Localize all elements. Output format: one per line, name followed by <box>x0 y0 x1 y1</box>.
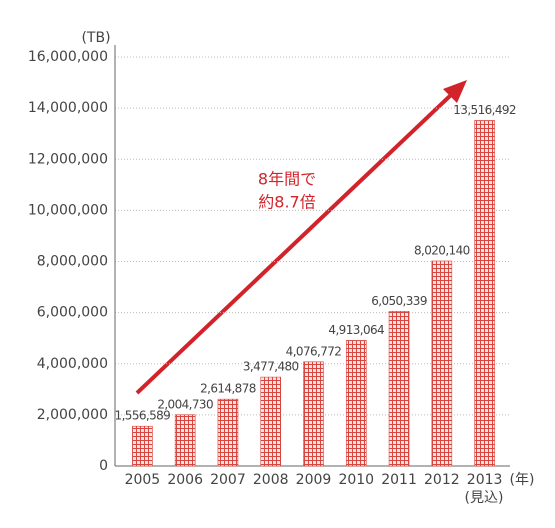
x-tick-label: 2007 <box>210 472 246 488</box>
y-unit: (TB) <box>81 30 110 46</box>
bar <box>217 398 239 467</box>
bar <box>260 376 282 467</box>
x-tick-label: 2005 <box>125 472 161 488</box>
annotation: 8年間で <box>258 170 316 189</box>
y-tick-label: 4,000,000 <box>37 356 108 372</box>
y-tick-label: 16,000,000 <box>28 49 108 65</box>
bar <box>431 260 453 467</box>
x-tick-label: 2012 <box>424 472 460 488</box>
category-note: (見込) <box>465 490 504 506</box>
y-tick-label: 14,000,000 <box>28 100 108 116</box>
x-tick-label: 2011 <box>381 472 417 488</box>
y-tick-label: 12,000,000 <box>28 151 108 167</box>
value-label: 2,614,878 <box>200 382 256 396</box>
bar <box>474 120 495 467</box>
bar <box>132 425 153 467</box>
bar <box>174 414 196 467</box>
x-unit: (年) <box>510 472 535 488</box>
value-label: 3,477,480 <box>243 360 299 374</box>
value-label: 4,076,772 <box>286 344 342 358</box>
value-label: 1,556,589 <box>115 409 171 423</box>
value-label: 6,050,339 <box>371 294 427 308</box>
x-tick-label: 2009 <box>296 472 332 488</box>
y-tick-label: 6,000,000 <box>37 305 108 321</box>
x-tick-label: 2006 <box>167 472 203 488</box>
annotation: 約8.7倍 <box>258 193 315 212</box>
bar <box>345 340 367 467</box>
x-tick-label: 2008 <box>253 472 289 488</box>
trend-arrow <box>135 92 454 395</box>
value-label: 4,913,064 <box>328 323 384 337</box>
value-label: 2,004,730 <box>157 397 213 411</box>
value-label: 13,516,492 <box>453 103 516 117</box>
y-tick-label: 2,000,000 <box>37 407 108 423</box>
x-tick-label: 2013 <box>467 472 503 488</box>
bar <box>303 361 324 467</box>
y-tick-label: 0 <box>99 458 108 474</box>
x-tick-label: 2010 <box>338 472 374 488</box>
value-label: 8,020,140 <box>414 243 470 257</box>
arrow-head <box>443 80 467 103</box>
y-tick-label: 8,000,000 <box>37 254 108 270</box>
bar <box>388 311 410 467</box>
y-tick-label: 10,000,000 <box>28 202 108 218</box>
